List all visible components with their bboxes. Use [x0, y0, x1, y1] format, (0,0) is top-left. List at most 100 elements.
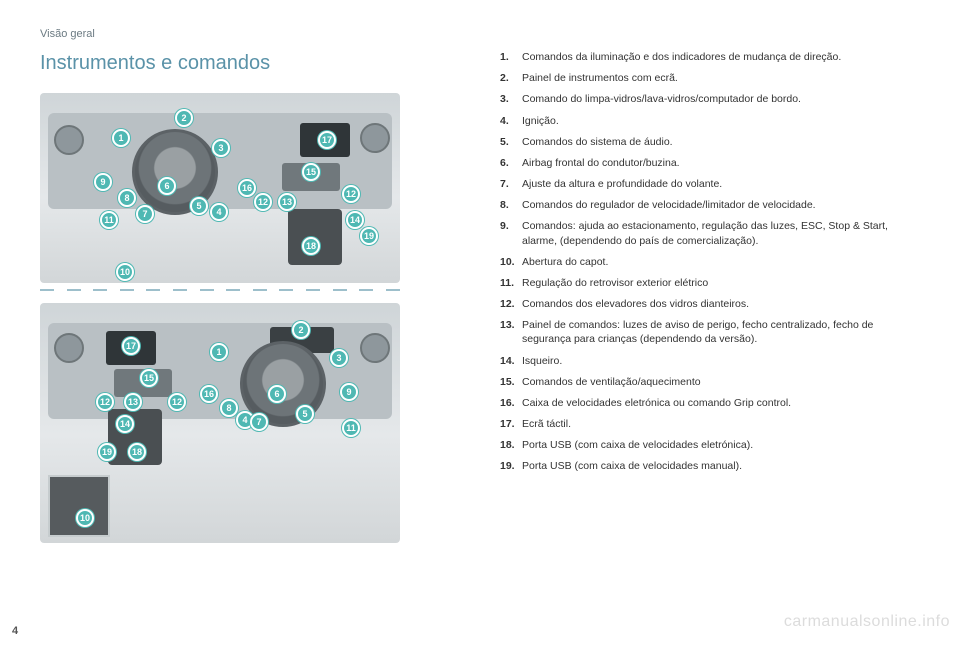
inset-detail — [48, 475, 110, 537]
legend-item: 3.Comando do limpa-vidros/lava-vidros/co… — [500, 92, 900, 106]
callout-badge: 2 — [292, 321, 310, 339]
callout-badge: 15 — [140, 369, 158, 387]
legend-number: 15. — [500, 375, 522, 389]
callout-badge: 4 — [210, 203, 228, 221]
dashboard-diagram-lhd: 1234567891011121213141516171819 — [40, 93, 400, 283]
legend-text: Comandos do sistema de áudio. — [522, 135, 900, 149]
callout-badge: 12 — [168, 393, 186, 411]
callout-badge: 17 — [318, 131, 336, 149]
legend-item: 12.Comandos dos elevadores dos vidros di… — [500, 297, 900, 311]
callout-badge: 17 — [122, 337, 140, 355]
callout-badge: 3 — [330, 349, 348, 367]
callout-badge: 8 — [118, 189, 136, 207]
legend-text: Isqueiro. — [522, 354, 900, 368]
legend-number: 3. — [500, 92, 522, 106]
callout-badge: 9 — [340, 383, 358, 401]
legend-item: 5.Comandos do sistema de áudio. — [500, 135, 900, 149]
legend-text: Regulação do retrovisor exterior elétric… — [522, 276, 900, 290]
callout-badge: 1 — [210, 343, 228, 361]
callout-badge: 7 — [250, 413, 268, 431]
dashboard-diagram-rhd: 1234567891011121213141516171819 — [40, 303, 400, 543]
callout-badge: 1 — [112, 129, 130, 147]
legend-number: 9. — [500, 219, 522, 247]
callout-badge: 9 — [94, 173, 112, 191]
legend-text: Comandos do regulador de velocidade/limi… — [522, 198, 900, 212]
legend-item: 9.Comandos: ajuda ao estacionamento, reg… — [500, 219, 900, 247]
legend-item: 6.Airbag frontal do condutor/buzina. — [500, 156, 900, 170]
legend-text: Porta USB (com caixa de velocidades elet… — [522, 438, 900, 452]
callout-badge: 19 — [360, 227, 378, 245]
callout-badge: 12 — [342, 185, 360, 203]
callout-badge: 7 — [136, 205, 154, 223]
legend-text: Painel de instrumentos com ecrã. — [522, 71, 900, 85]
legend-text: Ignição. — [522, 114, 900, 128]
legend-text: Comandos da iluminação e dos indicadores… — [522, 50, 900, 64]
legend-text: Ajuste da altura e profundidade do volan… — [522, 177, 900, 191]
legend-number: 5. — [500, 135, 522, 149]
legend-number: 12. — [500, 297, 522, 311]
callout-badge: 2 — [175, 109, 193, 127]
watermark-text: carmanualsonline.info — [784, 613, 950, 631]
legend-number: 8. — [500, 198, 522, 212]
callout-badge: 6 — [268, 385, 286, 403]
callout-badge: 12 — [254, 193, 272, 211]
callout-badge: 11 — [342, 419, 360, 437]
legend-item: 8.Comandos do regulador de velocidade/li… — [500, 198, 900, 212]
legend-text: Comandos: ajuda ao estacionamento, regul… — [522, 219, 900, 247]
legend-number: 4. — [500, 114, 522, 128]
callout-badge: 14 — [116, 415, 134, 433]
legend-text: Caixa de velocidades eletrónica ou coman… — [522, 396, 900, 410]
legend-number: 10. — [500, 255, 522, 269]
callout-badge: 19 — [98, 443, 116, 461]
legend-item: 15.Comandos de ventilação/aquecimento — [500, 375, 900, 389]
callout-badge: 5 — [190, 197, 208, 215]
callout-badge: 3 — [212, 139, 230, 157]
manual-page: Visão geral Instrumentos e comandos 1234… — [0, 0, 960, 649]
callout-badge: 12 — [96, 393, 114, 411]
legend-text: Comandos de ventilação/aquecimento — [522, 375, 900, 389]
legend-item: 10.Abertura do capot. — [500, 255, 900, 269]
callout-badge: 18 — [128, 443, 146, 461]
legend-list: 1.Comandos da iluminação e dos indicador… — [500, 50, 900, 474]
callout-badge: 6 — [158, 177, 176, 195]
legend-number: 11. — [500, 276, 522, 290]
legend-number: 13. — [500, 318, 522, 346]
legend-number: 7. — [500, 177, 522, 191]
callout-badge: 14 — [346, 211, 364, 229]
callout-badge: 10 — [116, 263, 134, 281]
legend-item: 14.Isqueiro. — [500, 354, 900, 368]
legend-text: Comandos dos elevadores dos vidros diant… — [522, 297, 900, 311]
callout-badge: 16 — [200, 385, 218, 403]
legend-number: 2. — [500, 71, 522, 85]
legend-number: 6. — [500, 156, 522, 170]
legend-text: Abertura do capot. — [522, 255, 900, 269]
legend-item: 7.Ajuste da altura e profundidade do vol… — [500, 177, 900, 191]
callout-badge: 11 — [100, 211, 118, 229]
callout-badge: 13 — [124, 393, 142, 411]
legend-number: 16. — [500, 396, 522, 410]
legend-text: Ecrã táctil. — [522, 417, 900, 431]
legend-number: 14. — [500, 354, 522, 368]
legend-item: 13.Painel de comandos: luzes de aviso de… — [500, 318, 900, 346]
legend-item: 18.Porta USB (com caixa de velocidades e… — [500, 438, 900, 452]
section-label: Visão geral — [40, 28, 460, 40]
legend-item: 2.Painel de instrumentos com ecrã. — [500, 71, 900, 85]
legend-text: Painel de comandos: luzes de aviso de pe… — [522, 318, 900, 346]
callout-badge: 16 — [238, 179, 256, 197]
legend-number: 18. — [500, 438, 522, 452]
right-column: 1.Comandos da iluminação e dos indicador… — [480, 0, 960, 649]
callout-badge: 10 — [76, 509, 94, 527]
legend-number: 17. — [500, 417, 522, 431]
legend-item: 19.Porta USB (com caixa de velocidades m… — [500, 459, 900, 473]
legend-item: 16.Caixa de velocidades eletrónica ou co… — [500, 396, 900, 410]
page-number: 4 — [12, 625, 18, 637]
legend-text: Airbag frontal do condutor/buzina. — [522, 156, 900, 170]
legend-number: 1. — [500, 50, 522, 64]
left-column: Visão geral Instrumentos e comandos 1234… — [0, 0, 480, 649]
callout-badge: 13 — [278, 193, 296, 211]
diagram-divider — [40, 289, 400, 299]
page-title: Instrumentos e comandos — [40, 52, 460, 75]
callout-badge: 18 — [302, 237, 320, 255]
legend-item: 17.Ecrã táctil. — [500, 417, 900, 431]
legend-item: 1.Comandos da iluminação e dos indicador… — [500, 50, 900, 64]
